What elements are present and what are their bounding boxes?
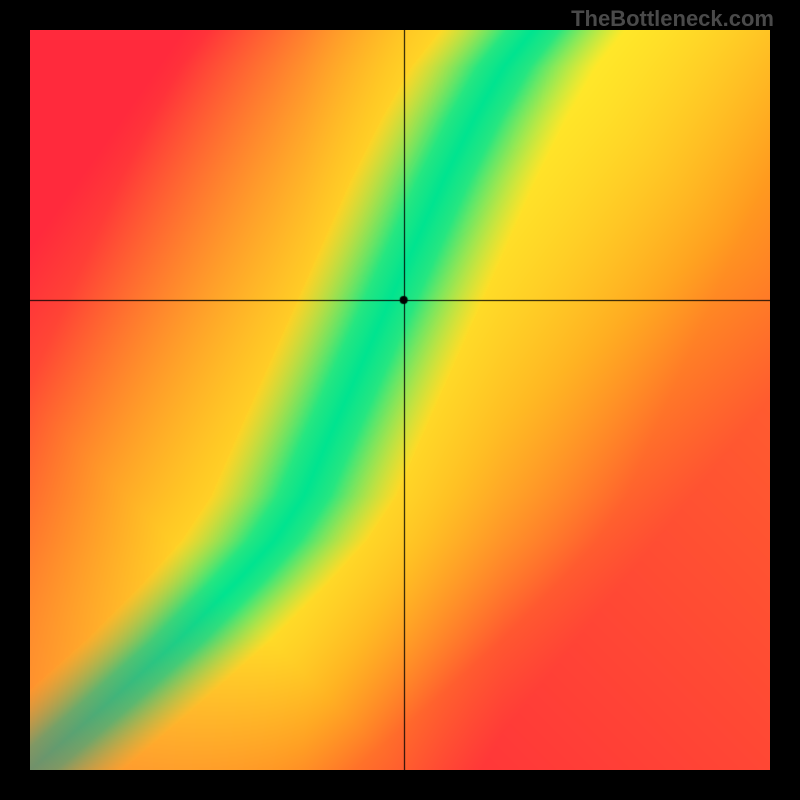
bottleneck-heatmap [30,30,770,770]
chart-container: TheBottleneck.com [0,0,800,800]
watermark-text: TheBottleneck.com [571,6,774,32]
